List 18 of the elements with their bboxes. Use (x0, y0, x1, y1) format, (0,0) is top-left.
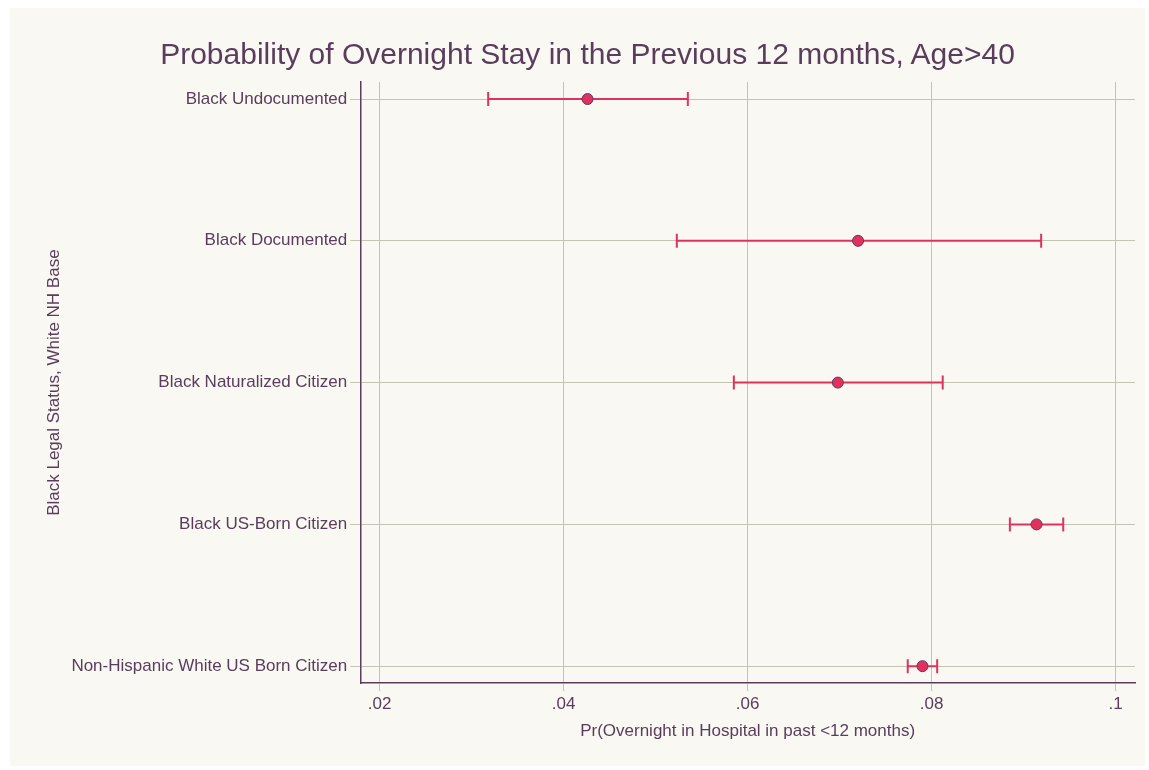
point (916, 660, 929, 673)
y-tick-label: Non-Hispanic White US Born Citizen (71, 655, 348, 675)
point (831, 376, 844, 389)
y-tick-label: Black Undocumented (185, 88, 348, 108)
point (1030, 518, 1043, 531)
point (852, 234, 865, 247)
x-axis-title: Pr(Overnight in Hospital in past <12 months) (580, 721, 916, 741)
point (581, 93, 594, 106)
y-tick-label: Black Documented (204, 230, 348, 250)
x-tick-label: .02 (367, 694, 392, 714)
x-tick-label: .06 (735, 694, 760, 714)
y-tick-label: Black US-Born Citizen (179, 514, 348, 534)
x-tick-label: .08 (919, 694, 944, 714)
x-tick-label: .04 (551, 694, 576, 714)
y-tick-label: Black Naturalized Citizen (158, 372, 348, 392)
y-axis-title: Black Legal Status, White NH Base (43, 249, 63, 516)
x-tick-label: .1 (1108, 694, 1123, 714)
chart-title: Probability of Overnight Stay in the Previous 12 months, Age>40 (160, 37, 1015, 71)
